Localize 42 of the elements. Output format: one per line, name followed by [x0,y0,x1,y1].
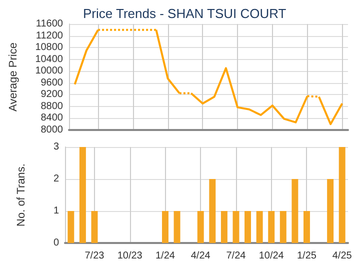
y-axis-title: Average Price [8,42,20,112]
x-tick-label: 4/25 [332,250,352,262]
x-tick-label: 1/25 [296,250,317,262]
y-tick-label: 8800 [40,100,64,112]
x-tick-label: 10/24 [258,250,284,262]
x-tick-label: 1/24 [155,250,176,262]
x-tick-label: 7/24 [226,250,246,262]
y-tick-label: 10800 [35,42,64,54]
y-tick-label: 0 [53,238,60,248]
bar [244,211,252,243]
chart-title: Price Trends - SHAN TSUI COURT [83,6,286,21]
x-tick-label: 7/23 [84,250,105,262]
y-tick-label: 3 [53,142,60,152]
bar [174,211,180,243]
bar [280,211,286,243]
bar [220,211,228,243]
bar [209,179,216,243]
y-tick-label: 10000 [35,66,64,77]
bar [268,211,275,243]
y-axis-title: No. of Trans. [16,164,28,226]
y-tick-label: 11600 [36,18,64,30]
y-tick-label: 10400 [35,54,64,65]
bar [232,211,240,243]
y-tick-label: 11200 [36,30,64,42]
bar [292,179,298,243]
bar [197,211,204,243]
bar [68,211,74,243]
x-tick-label: 10/23 [117,250,143,262]
bar [256,211,263,243]
y-tick-label: 9600 [40,77,64,88]
y-tick-label: 8000 [40,124,64,136]
bar [79,147,86,243]
y-tick-label: 9200 [40,89,64,100]
bar [327,179,334,243]
y-tick-label: 8400 [40,112,64,124]
y-tick-label: 1 [53,206,60,216]
bar [162,211,168,243]
bar [303,211,310,243]
bar [91,211,98,243]
bar [338,147,346,243]
y-tick-label: 2 [53,174,60,184]
x-tick-label: 4/24 [190,250,211,262]
